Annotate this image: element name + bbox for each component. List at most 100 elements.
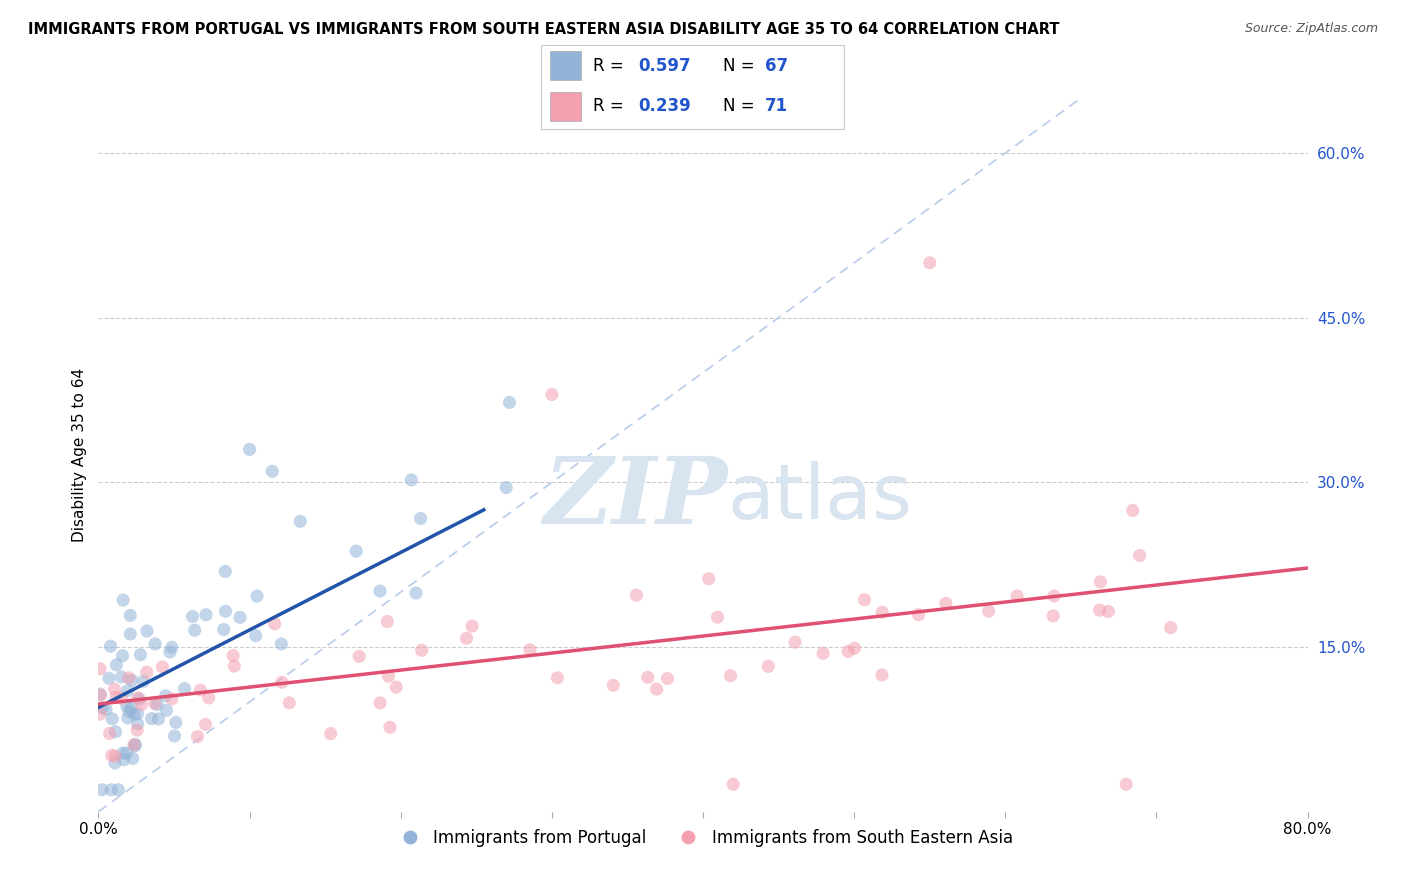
Point [368, 584, 391, 599]
Text: N =: N = [723, 57, 759, 75]
Point [98, 726, 121, 740]
Point [290, 514, 312, 528]
Point [1090, 574, 1112, 589]
Point [263, 616, 285, 631]
Text: 0.597: 0.597 [638, 57, 690, 75]
Point [122, 738, 145, 752]
Point [844, 641, 866, 656]
Point [1129, 549, 1152, 563]
Point [319, 726, 342, 740]
Point [837, 644, 859, 658]
Point [120, 701, 142, 715]
Point [135, 665, 157, 680]
Point [129, 648, 152, 662]
Point [101, 748, 124, 763]
Point [224, 659, 246, 673]
Point [1122, 503, 1144, 517]
Point [245, 629, 267, 643]
Point [907, 607, 929, 622]
FancyBboxPatch shape [550, 52, 581, 80]
Point [105, 657, 128, 672]
Point [91, 700, 114, 714]
Point [375, 615, 398, 629]
Point [163, 729, 186, 743]
Point [498, 395, 520, 409]
Text: R =: R = [593, 57, 628, 75]
Point [1097, 604, 1119, 618]
Point [155, 703, 177, 717]
Point [377, 669, 399, 683]
Point [519, 643, 541, 657]
Point [111, 648, 134, 663]
Point [935, 596, 957, 610]
Point [1042, 608, 1064, 623]
Point [706, 610, 728, 624]
Point [118, 704, 141, 718]
Point [697, 572, 720, 586]
Point [118, 671, 141, 685]
Point [195, 607, 218, 622]
Point [141, 712, 163, 726]
Point [159, 645, 181, 659]
Point [368, 696, 391, 710]
Point [104, 756, 127, 770]
Point [197, 690, 219, 705]
Point [127, 723, 149, 737]
Point [160, 691, 183, 706]
Point [124, 739, 146, 753]
Point [657, 672, 679, 686]
Point [637, 670, 659, 684]
Point [723, 777, 745, 791]
Point [110, 670, 132, 684]
Point [103, 681, 125, 696]
Point [540, 387, 562, 401]
Point [112, 593, 135, 607]
Point [117, 711, 139, 725]
Point [918, 256, 941, 270]
Point [411, 643, 433, 657]
Point [100, 782, 122, 797]
Point [1115, 777, 1137, 791]
Point [115, 746, 138, 760]
FancyBboxPatch shape [550, 92, 581, 120]
Point [271, 675, 294, 690]
Y-axis label: Disability Age 35 to 64: Disability Age 35 to 64 [72, 368, 87, 542]
Point [115, 698, 138, 713]
Point [811, 646, 834, 660]
Point [117, 683, 139, 698]
Point [214, 565, 236, 579]
Point [104, 724, 127, 739]
Point [94, 702, 117, 716]
Point [214, 604, 236, 618]
Point [461, 619, 484, 633]
Point [409, 511, 432, 525]
Point [183, 623, 205, 637]
Text: 71: 71 [765, 97, 789, 115]
Point [122, 707, 145, 722]
Point [1005, 589, 1028, 603]
Point [1160, 621, 1182, 635]
Point [127, 691, 149, 706]
Point [97, 671, 120, 685]
Point [160, 640, 183, 655]
Point [645, 682, 668, 697]
Point [146, 698, 169, 712]
Point [401, 473, 423, 487]
Text: 67: 67 [765, 57, 789, 75]
Point [89, 687, 111, 701]
Point [756, 659, 779, 673]
Point [107, 782, 129, 797]
Point [977, 604, 1000, 618]
Point [222, 648, 245, 663]
Point [89, 662, 111, 676]
Point [246, 589, 269, 603]
Point [870, 668, 893, 682]
Point [547, 671, 569, 685]
Point [91, 782, 114, 797]
Legend: Immigrants from Portugal, Immigrants from South Eastern Asia: Immigrants from Portugal, Immigrants fro… [387, 822, 1019, 854]
Point [405, 586, 427, 600]
Point [128, 692, 150, 706]
Point [136, 624, 159, 638]
Point [181, 609, 204, 624]
Point [1088, 603, 1111, 617]
